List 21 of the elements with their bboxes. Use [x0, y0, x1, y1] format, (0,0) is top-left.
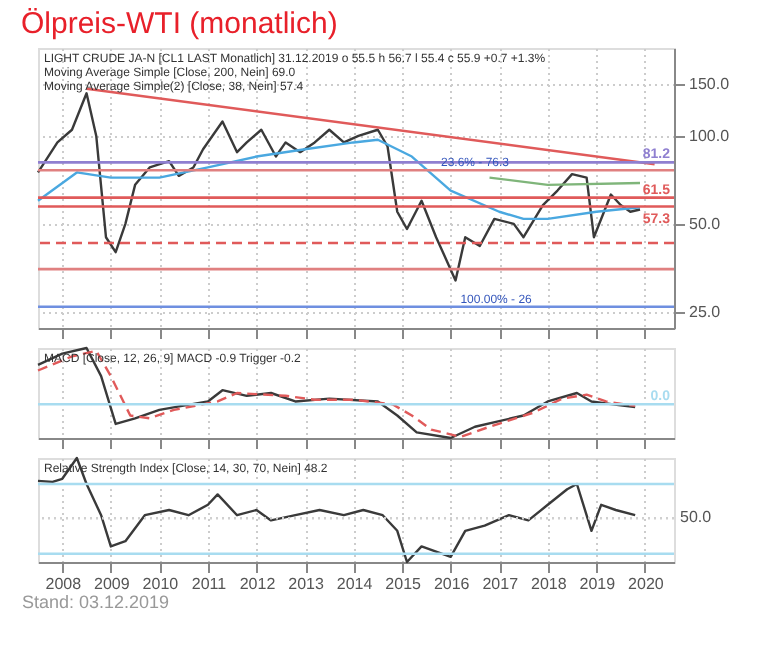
x-tick-label: 2011 [191, 575, 228, 593]
x-tick-label: 2019 [579, 575, 617, 593]
y-tick-label: 50.0 [689, 214, 722, 233]
text: Stand: 03.12.2019 [22, 592, 170, 612]
x-tick-label: 2014 [336, 575, 374, 593]
x-tick-label: 2008 [45, 575, 83, 593]
x-tick-label: 2015 [385, 575, 423, 593]
x-tick-label: 2020 [628, 575, 665, 593]
x-tick-label: 2016 [433, 575, 471, 593]
x-tick-label: 2018 [530, 575, 568, 593]
x-tick-label: 2013 [288, 575, 325, 593]
y-tick-label: 150.0 [689, 75, 731, 94]
y-tick-label: 25.0 [689, 302, 722, 321]
x-tick-label: 2009 [94, 575, 131, 593]
x-tick-label: 2012 [239, 575, 277, 593]
x-tick-label: 2010 [142, 575, 180, 593]
line-series [36, 138, 642, 221]
x-tick-label: 2017 [482, 575, 520, 593]
chart-title: Ölpreis-WTI (monatlich) [21, 7, 338, 41]
line-series [36, 92, 642, 282]
y-tick-label: 100.0 [689, 126, 731, 145]
